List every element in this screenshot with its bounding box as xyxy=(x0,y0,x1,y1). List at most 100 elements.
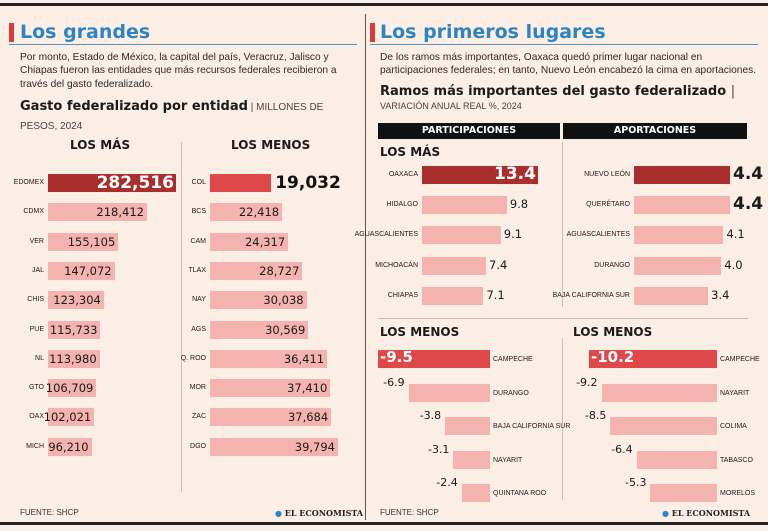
category-label: QUERÉTARO xyxy=(586,201,630,209)
right-logo: ● EL ECONOMISTA xyxy=(662,508,750,518)
category-label: DURANGO xyxy=(594,261,630,269)
top-rule xyxy=(0,3,768,6)
category-label: VER xyxy=(29,237,44,245)
bar xyxy=(48,379,97,398)
value-label: 22,418 xyxy=(238,205,280,220)
bar xyxy=(48,320,101,339)
value-label: 39,794 xyxy=(294,439,335,454)
left-title-rule xyxy=(9,44,357,45)
value-label: 9.8 xyxy=(509,197,529,212)
category-label: Q. ROO xyxy=(180,354,206,362)
left-logo-text: EL ECONOMISTA xyxy=(284,508,364,518)
right-subhead: Ramos más importantes del gasto federali… xyxy=(380,84,735,99)
bar xyxy=(210,203,283,222)
los-menos-header: LOS MENOS xyxy=(231,138,311,152)
category-label: BAJA CALIFORNIA SUR xyxy=(552,291,630,299)
bar xyxy=(634,226,724,245)
value-label: 96,210 xyxy=(48,439,89,454)
value-label: 106,709 xyxy=(45,381,94,396)
right-subhead-text: Ramos más importantes del gasto federali… xyxy=(380,84,727,99)
value-label: 37,684 xyxy=(287,410,329,425)
value-label: -5.3 xyxy=(625,476,647,489)
bar xyxy=(422,286,484,305)
bar xyxy=(634,256,722,275)
right-section-title: Los primeros lugares xyxy=(380,21,606,43)
category-label: BAJA CALIFORNIA SUR xyxy=(493,423,571,430)
bar xyxy=(422,256,487,275)
bar xyxy=(422,196,507,215)
category-label: COL xyxy=(191,179,206,186)
category-label: QUINTANA ROO xyxy=(493,490,547,497)
value-label: 218,412 xyxy=(96,205,144,220)
logo-icon: ● xyxy=(275,508,282,518)
value-label: -8.5 xyxy=(584,409,607,422)
category-label: AGS xyxy=(191,325,206,333)
bar xyxy=(48,408,95,427)
value-label: 102,021 xyxy=(43,410,92,425)
right-footer: FUENTE: SHCP xyxy=(380,508,439,517)
category-label: CHIAPAS xyxy=(387,291,418,299)
value-label: 19,032 xyxy=(275,173,341,193)
value-label: 28,727 xyxy=(259,263,300,278)
category-label: CAMPECHE xyxy=(720,356,760,363)
left-footer: FUENTE: SHCP xyxy=(20,508,79,517)
right-subhead-pipe: | xyxy=(730,84,736,99)
bar xyxy=(634,166,730,184)
category-label: PUE xyxy=(29,325,44,333)
category-label: DGO xyxy=(190,442,206,450)
value-label: -3.1 xyxy=(427,442,450,456)
bar xyxy=(210,408,332,427)
bar xyxy=(650,484,717,502)
category-label: MICHOACÁN xyxy=(375,261,418,269)
bar xyxy=(589,350,717,368)
bar xyxy=(634,196,730,215)
value-label: 4.1 xyxy=(726,227,745,242)
category-label: GTO xyxy=(28,384,44,392)
value-label: 147,072 xyxy=(64,263,112,278)
bar xyxy=(408,383,490,402)
value-label: 113,980 xyxy=(49,351,97,366)
left-subhead-block: Gasto federalizado por entidad | MILLONE… xyxy=(20,97,355,135)
right-title-rule xyxy=(370,44,758,45)
value-label: 3.4 xyxy=(711,287,730,302)
left-units: | MILLONES DE PESOS, 2024 xyxy=(20,102,324,132)
category-label: MORELOS xyxy=(720,490,756,497)
category-label: NL xyxy=(35,354,44,362)
left-intro: Por monto, Estado de México, la capital … xyxy=(20,52,337,90)
value-label: 4.4 xyxy=(733,164,764,184)
category-label: CHIS xyxy=(27,296,44,304)
right-logo-text: EL ECONOMISTA xyxy=(671,508,751,518)
right-mid-rule xyxy=(378,318,748,319)
category-label: AGUASCALIENTES xyxy=(354,231,418,239)
bar xyxy=(210,320,309,339)
value-label: 123,304 xyxy=(53,293,101,308)
category-label: TLAX xyxy=(188,266,206,274)
bar xyxy=(461,484,490,502)
bar xyxy=(48,232,119,251)
bar xyxy=(610,417,717,435)
bar xyxy=(48,291,104,310)
right-title-accent xyxy=(370,23,375,42)
bar xyxy=(210,379,331,398)
value-label: 9.1 xyxy=(503,227,523,242)
category-label: ZAC xyxy=(192,413,206,421)
left-section-title: Los grandes xyxy=(20,21,151,43)
category-label: OAX xyxy=(29,413,44,421)
bar xyxy=(422,226,501,245)
value-label: 7.1 xyxy=(486,287,505,302)
value-label: 155,105 xyxy=(67,234,116,249)
right-bottom-separator xyxy=(562,338,563,500)
category-label: NAY xyxy=(192,296,206,304)
bar xyxy=(210,232,289,251)
category-label: OAXACA xyxy=(388,171,418,178)
bar xyxy=(601,383,717,402)
category-label: MOR xyxy=(189,384,206,392)
value-label: 30,038 xyxy=(263,293,304,308)
value-label: -9.2 xyxy=(576,375,598,389)
bar xyxy=(48,437,92,456)
category-label: CDMX xyxy=(23,208,44,216)
category-label: CAMPECHE xyxy=(493,356,533,363)
bar xyxy=(210,349,328,368)
category-label: AGUASCALIENTES xyxy=(566,231,630,239)
bar xyxy=(210,174,272,192)
